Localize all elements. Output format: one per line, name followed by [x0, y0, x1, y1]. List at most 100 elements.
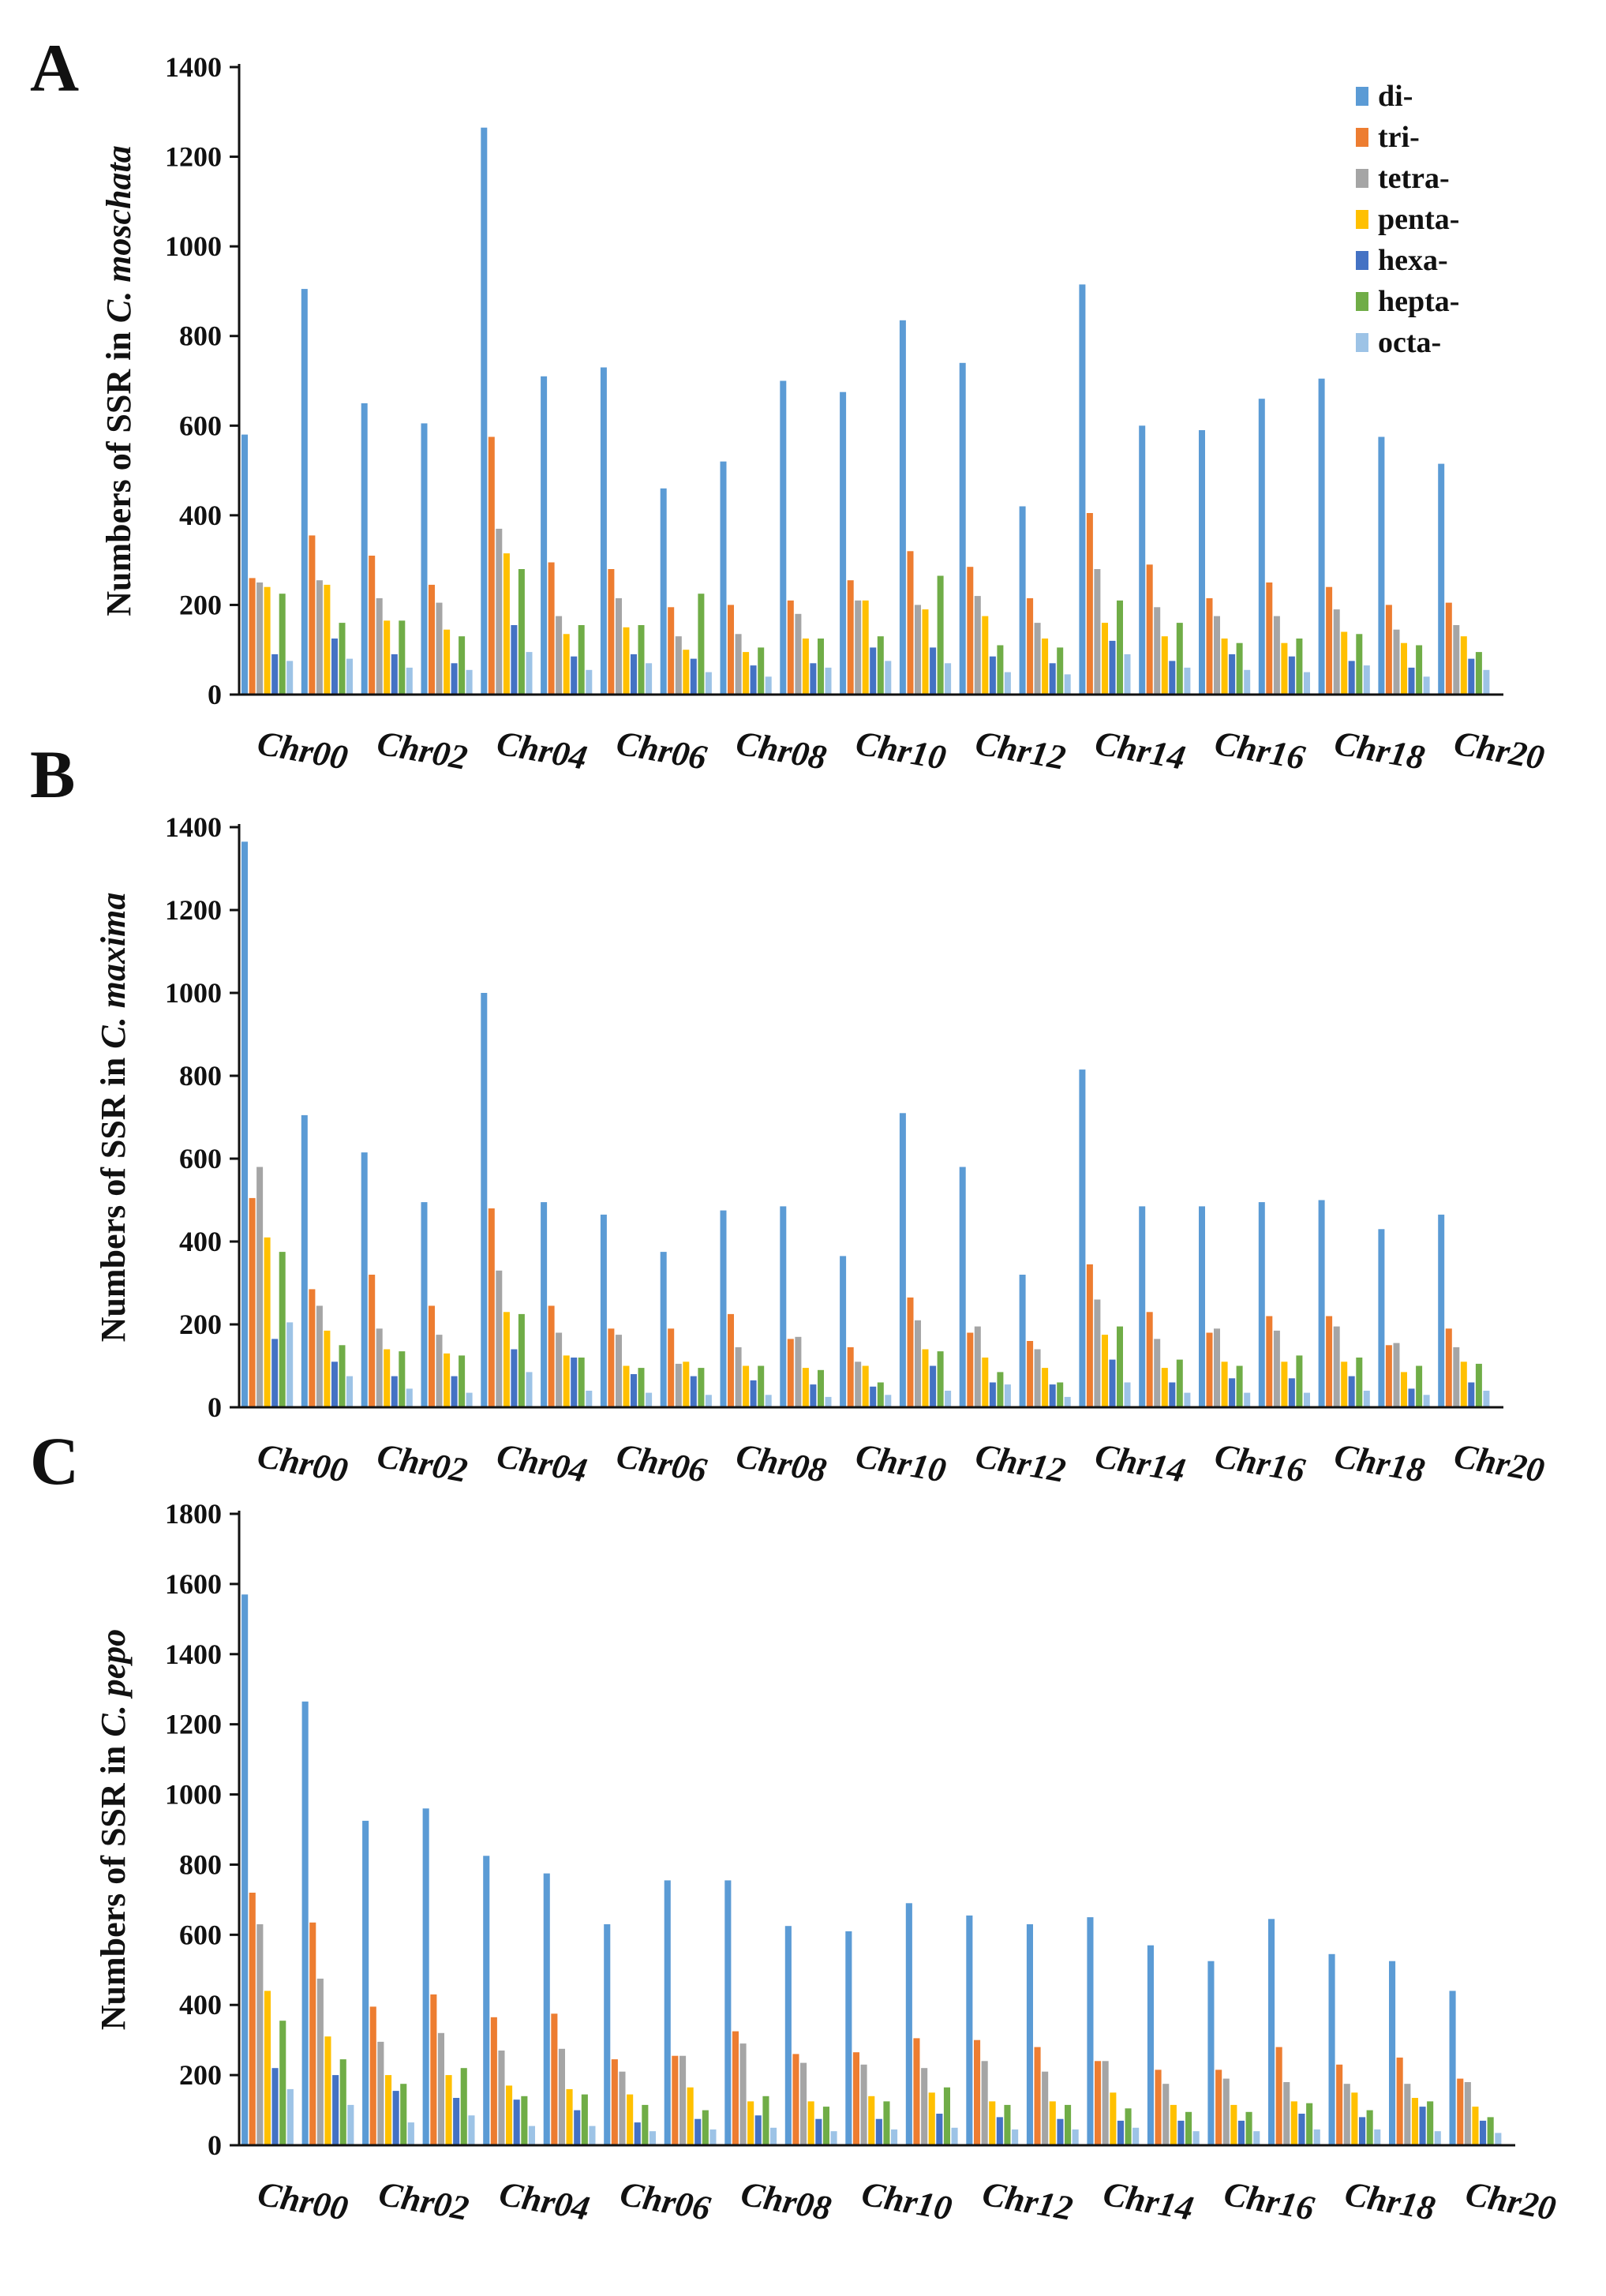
legend-label-di: di-: [1378, 80, 1413, 113]
bar-di-chr00: [241, 841, 248, 1407]
bar-tri-chr17: [1266, 1316, 1273, 1407]
bar-penta-chr00: [264, 1237, 271, 1408]
bar-di-chr07: [660, 1252, 667, 1407]
bar-tetra-chr03: [437, 2032, 444, 2145]
bar-tri-chr13: [1027, 1341, 1034, 1407]
bar-penta-chr12: [982, 616, 989, 695]
bar-tri-chr03: [430, 1994, 437, 2145]
bar-di-chr02: [362, 1820, 369, 2145]
bar-octa-chr19: [1434, 2131, 1441, 2145]
bar-octa-chr07: [709, 2129, 717, 2145]
bar-octa-chr13: [1072, 2129, 1079, 2145]
bar-hepta-chr12: [1004, 2104, 1011, 2145]
bar-tri-chr16: [1206, 1332, 1213, 1407]
bar-octa-chr04: [526, 1372, 533, 1407]
bar-tri-chr20: [1445, 602, 1452, 695]
bar-hepta-chr18: [1356, 634, 1363, 695]
bar-octa-chr14: [1124, 1382, 1131, 1407]
bar-octa-chr00: [286, 2088, 294, 2145]
legend-label-octa: octa-: [1378, 326, 1441, 359]
bar-di-chr09: [784, 1926, 792, 2145]
bar-penta-chr02: [385, 2075, 392, 2145]
y-tick-label: 400: [179, 500, 222, 531]
bar-hexa-chr17: [1298, 2114, 1305, 2145]
bar-di-chr20: [1449, 1991, 1456, 2145]
legend-label-hepta: hepta-: [1378, 285, 1459, 318]
bar-hexa-chr19: [1408, 1388, 1415, 1407]
bar-di-chr01: [301, 289, 308, 695]
bar-hepta-chr19: [1427, 2101, 1434, 2145]
bar-octa-chr16: [1244, 669, 1251, 695]
bar-penta-chr09: [802, 639, 809, 695]
bar-octa-chr17: [1304, 1392, 1310, 1407]
bar-octa-chr02: [406, 1388, 413, 1407]
y-tick-label: 1400: [165, 811, 222, 843]
bar-hepta-chr06: [638, 625, 645, 695]
bar-tetra-chr19: [1404, 2084, 1411, 2145]
bar-hepta-chr04: [518, 1313, 525, 1407]
bar-di-chr02: [361, 1152, 368, 1407]
legend-swatch-tri: [1356, 128, 1368, 147]
bar-hepta-chr13: [1057, 1382, 1064, 1407]
bar-di-chr14: [1087, 1917, 1094, 2145]
bar-penta-chr06: [627, 2094, 634, 2145]
bar-hexa-chr14: [1109, 1359, 1116, 1407]
x-tick-label: Chr10: [853, 724, 949, 777]
bar-hexa-chr13: [1049, 663, 1056, 695]
bar-tetra-chr04: [496, 1270, 503, 1408]
bar-hepta-chr10: [877, 636, 884, 695]
bar-di-chr19: [1378, 1229, 1385, 1408]
bar-hepta-chr01: [339, 2059, 346, 2145]
y-tick-label: 600: [179, 1919, 222, 1950]
bar-tri-chr05: [548, 562, 555, 695]
bar-tri-chr15: [1146, 564, 1153, 695]
bar-di-chr10: [840, 391, 847, 695]
bar-penta-chr20: [1472, 2107, 1479, 2145]
bar-penta-chr14: [1110, 2092, 1117, 2145]
bar-penta-chr07: [683, 1361, 690, 1408]
bar-tetra-chr08: [735, 634, 742, 695]
bar-tri-chr13: [1027, 597, 1034, 695]
bar-penta-chr14: [1102, 1335, 1108, 1407]
bar-tetra-chr18: [1343, 2084, 1350, 2145]
bar-di-chr00: [241, 1594, 249, 2145]
y-tick-label: 200: [179, 2059, 222, 2091]
chart-panel-A: A Numbers of SSR in C. moschata 0 200 400 600…: [30, 30, 1547, 777]
bar-tri-chr18: [1336, 2064, 1343, 2145]
bar-di-chr16: [1199, 1206, 1205, 1407]
bar-hexa-chr12: [989, 656, 996, 695]
bar-penta-chr10: [868, 2096, 875, 2145]
panel-label: B: [30, 736, 75, 812]
bar-penta-chr10: [862, 1365, 869, 1407]
bar-tri-chr04: [490, 2017, 497, 2145]
bar-hexa-chr01: [331, 639, 338, 695]
bar-di-chr02: [361, 403, 368, 695]
bar-di-chr12: [959, 362, 966, 695]
bar-penta-chr07: [687, 2087, 694, 2145]
bar-tri-chr02: [369, 556, 376, 695]
bar-tetra-chr07: [675, 1363, 682, 1407]
legend-swatch-hexa: [1356, 251, 1368, 270]
bar-tetra-chr16: [1222, 2078, 1230, 2145]
bar-octa-chr09: [830, 2131, 837, 2145]
bar-penta-chr13: [1049, 2101, 1056, 2145]
bar-penta-chr19: [1411, 2098, 1418, 2145]
bar-penta-chr20: [1460, 636, 1467, 695]
y-axis-label-species: C. moschata: [99, 145, 138, 323]
bar-hexa-chr17: [1288, 656, 1295, 695]
bar-di-chr11: [905, 1903, 912, 2145]
bar-penta-chr13: [1042, 1368, 1049, 1407]
bar-di-chr15: [1139, 425, 1146, 695]
bar-tri-chr00: [249, 578, 256, 695]
bar-hepta-chr03: [460, 2068, 467, 2145]
bar-hepta-chr15: [1176, 1359, 1183, 1407]
bar-tetra-chr06: [619, 2071, 626, 2145]
bar-hexa-chr14: [1109, 640, 1116, 695]
bar-tri-chr07: [668, 607, 675, 695]
bar-tetra-chr01: [316, 1978, 324, 2145]
bar-tetra-chr07: [675, 636, 682, 695]
bar-hepta-chr20: [1475, 1363, 1482, 1407]
bar-hexa-chr15: [1169, 1382, 1176, 1407]
y-tick-label: 800: [179, 320, 222, 352]
bar-penta-chr15: [1161, 1368, 1168, 1407]
